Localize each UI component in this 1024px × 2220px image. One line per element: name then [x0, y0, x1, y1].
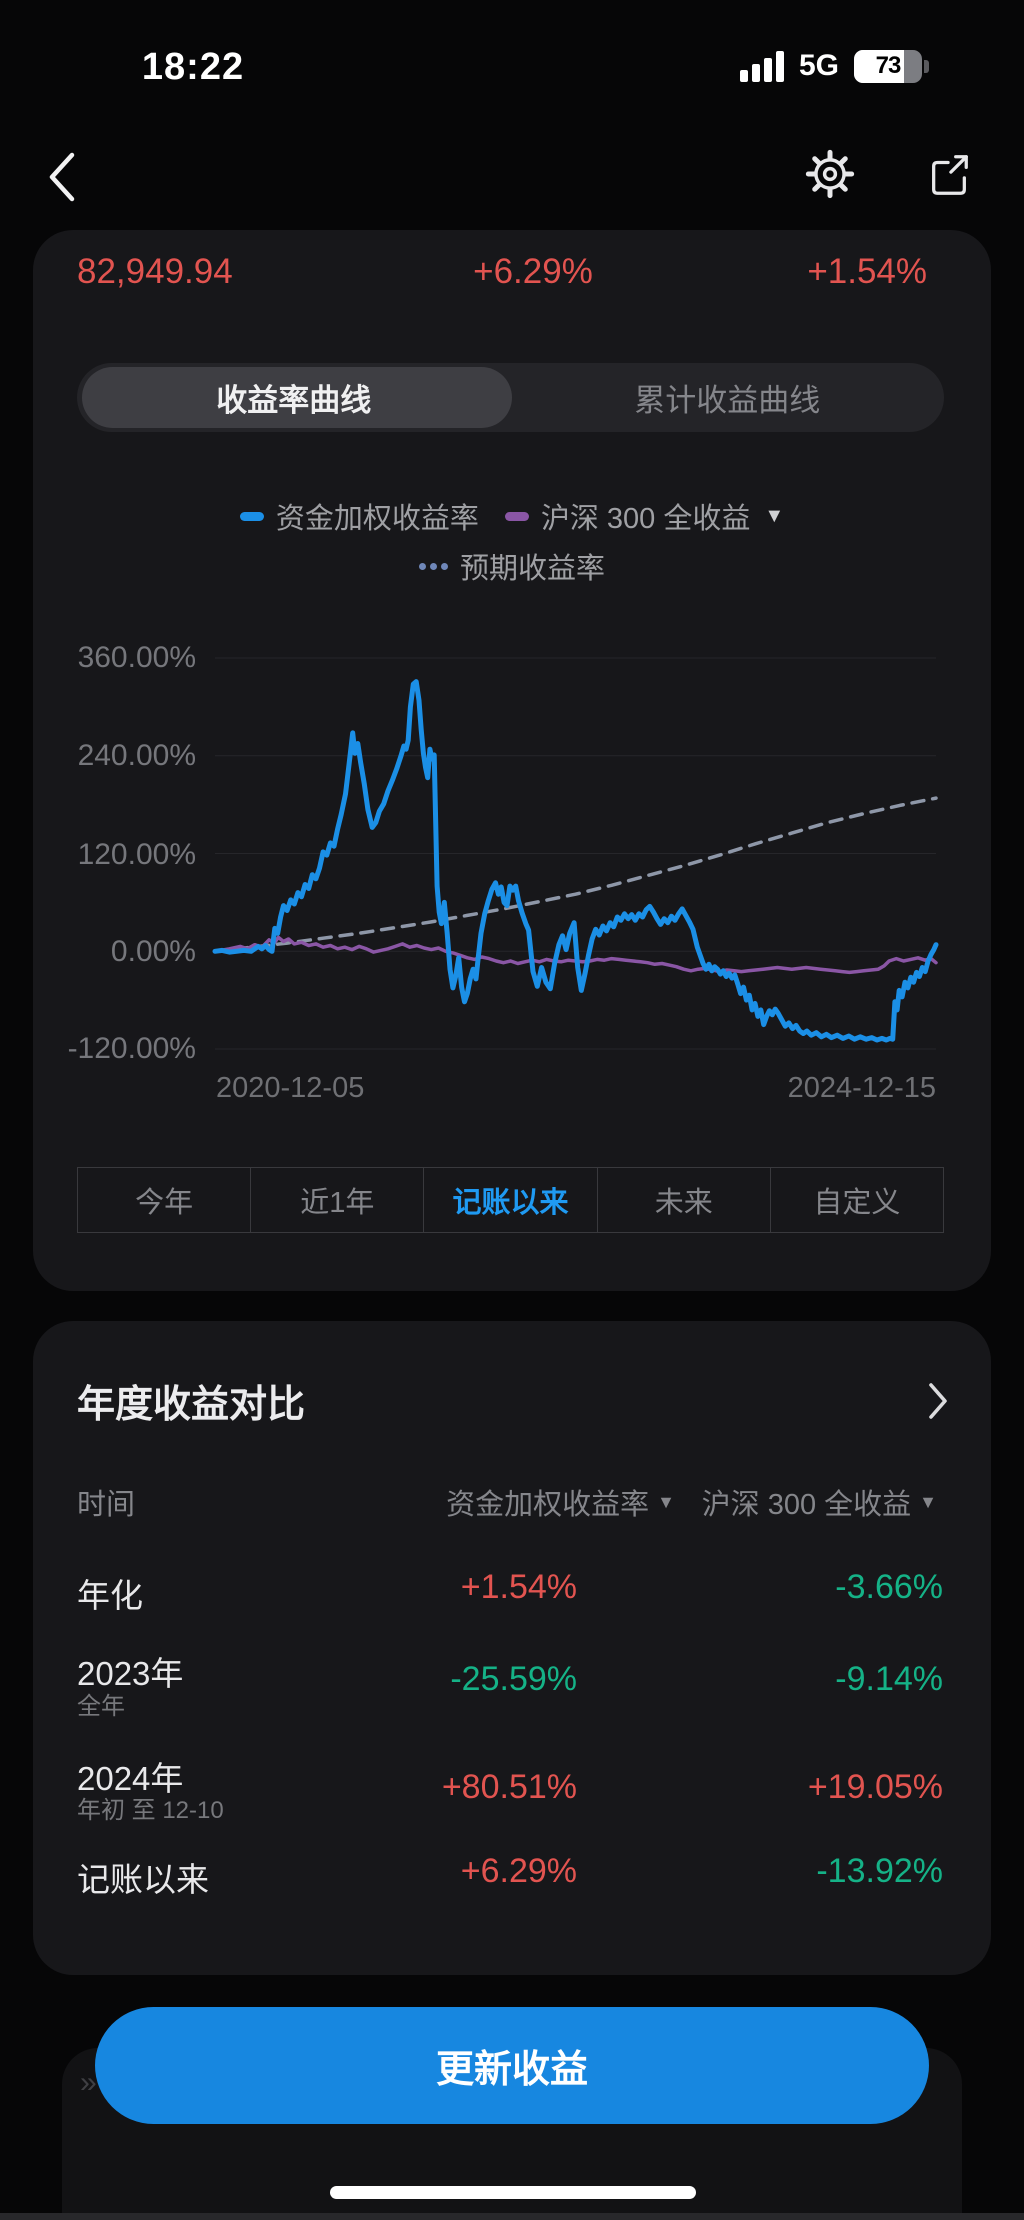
battery-icon: 73 — [854, 49, 922, 83]
range-1-year[interactable]: 近1年 — [250, 1168, 423, 1232]
y-axis-tick: 120.00% — [77, 838, 196, 871]
x-axis-end-date: 2024-12-15 — [787, 1072, 936, 1104]
row-value-index: -13.92% — [816, 1852, 943, 1890]
yearly-comparison-card[interactable]: 年度收益对比 时间 资金加权收益率 ▼ 沪深 300 全收益 ▼ 年化 +1.5… — [33, 1321, 991, 1975]
cumulative-return-value: +6.29% — [473, 252, 593, 291]
column-header-weighted-label: 资金加权收益率 — [446, 1489, 650, 1521]
signal-bars-icon — [739, 50, 784, 82]
y-axis-tick: 360.00% — [77, 641, 196, 674]
update-returns-label: 更新收益 — [435, 2049, 588, 2091]
battery-nub — [924, 59, 929, 73]
dotted-line-swatch-icon — [418, 562, 448, 570]
returns-line-chart[interactable] — [212, 640, 939, 1110]
row-value-weighted: +80.51% — [441, 1768, 577, 1806]
row-label-2023: 2023年 — [77, 1655, 184, 1692]
network-type-label: 5G — [798, 49, 839, 82]
row-value-index: -9.14% — [835, 1660, 943, 1698]
back-button[interactable] — [44, 150, 80, 204]
column-header-index[interactable]: 沪深 300 全收益 ▼ — [702, 1481, 937, 1523]
chevron-down-icon[interactable]: ▼ — [919, 1491, 937, 1512]
blue-line-swatch-icon — [239, 511, 264, 521]
range-since-inception[interactable]: 记账以来 — [423, 1168, 596, 1232]
gear-icon — [805, 149, 855, 199]
row-sublabel-2024: 年初 至 12-10 — [77, 1797, 224, 1824]
comparison-title: 年度收益对比 — [77, 1384, 306, 1426]
range-this-year[interactable]: 今年 — [135, 1187, 194, 1219]
tab-rate-curve[interactable]: 收益率曲线 — [216, 383, 372, 418]
row-value-index: +19.05% — [807, 1768, 943, 1806]
row-label-annualized: 年化 — [77, 1577, 143, 1614]
range-custom[interactable]: 自定义 — [769, 1168, 943, 1232]
obscured-content-fragment: » — [80, 2066, 97, 2099]
row-value-index: -3.66% — [835, 1568, 943, 1606]
home-indicator[interactable] — [330, 2186, 696, 2199]
legend-index-label: 沪深 300 全收益 — [540, 503, 751, 535]
returns-chart-card: 82,949.94 +6.29% +1.54% 收益率曲线 累计收益曲线 资金加… — [33, 230, 991, 1291]
legend-weighted-label: 资金加权收益率 — [275, 503, 479, 535]
row-label-2024: 2024年 — [77, 1760, 184, 1797]
share-button[interactable] — [926, 150, 972, 200]
chevron-down-icon[interactable]: ▼ — [764, 504, 785, 527]
row-value-weighted: +6.29% — [460, 1852, 577, 1890]
bottom-edge-strip — [0, 2213, 1024, 2220]
chevron-left-icon — [49, 152, 75, 202]
chevron-right-icon[interactable] — [927, 1381, 949, 1421]
row-value-weighted: -25.59% — [450, 1660, 577, 1698]
tab-cumulative-curve[interactable]: 累计收益曲线 — [634, 383, 821, 418]
status-indicators: 5G 73 — [739, 44, 929, 88]
chart-legend-row-2: 预期收益率 — [33, 545, 991, 587]
chevron-down-icon[interactable]: ▼ — [657, 1491, 675, 1512]
purple-line-swatch-icon — [504, 511, 529, 521]
y-axis-tick: -120.00% — [67, 1032, 196, 1065]
chart-legend-row-1: 资金加权收益率 沪深 300 全收益 ▼ — [33, 495, 991, 537]
total-asset-value: 82,949.94 — [77, 252, 233, 291]
toggle-selected-pill — [82, 367, 512, 428]
row-value-weighted: +1.54% — [460, 1568, 577, 1606]
time-range-selector: 今年 近1年 记账以来 未来 自定义 — [77, 1167, 944, 1233]
annualized-return-value: +1.54% — [807, 252, 927, 291]
x-axis-start-date: 2020-12-05 — [216, 1072, 365, 1104]
update-returns-button[interactable]: 更新收益 — [95, 2007, 929, 2124]
column-header-weighted[interactable]: 资金加权收益率 ▼ — [446, 1481, 675, 1523]
curve-type-toggle: 收益率曲线 累计收益曲线 — [77, 363, 944, 432]
settings-button[interactable] — [804, 148, 856, 200]
legend-index[interactable]: 沪深 300 全收益 ▼ — [504, 495, 785, 537]
legend-expected-label: 预期收益率 — [459, 553, 605, 585]
y-axis-tick: 0.00% — [110, 935, 196, 968]
battery-fill — [854, 49, 904, 83]
battery-percent: 73 — [875, 52, 902, 79]
range-future[interactable]: 未来 — [596, 1168, 770, 1232]
row-sublabel-2023: 全年 — [77, 1693, 125, 1720]
legend-weighted-return: 资金加权收益率 — [239, 495, 479, 537]
status-time: 18:22 — [141, 46, 245, 88]
legend-expected-return: 预期收益率 — [418, 545, 605, 587]
row-label-since-inception: 记账以来 — [77, 1861, 209, 1898]
column-header-index-label: 沪深 300 全收益 — [701, 1489, 912, 1521]
y-axis-tick: 240.00% — [77, 739, 196, 772]
column-header-time: 时间 — [77, 1489, 136, 1521]
share-export-icon — [932, 155, 968, 195]
